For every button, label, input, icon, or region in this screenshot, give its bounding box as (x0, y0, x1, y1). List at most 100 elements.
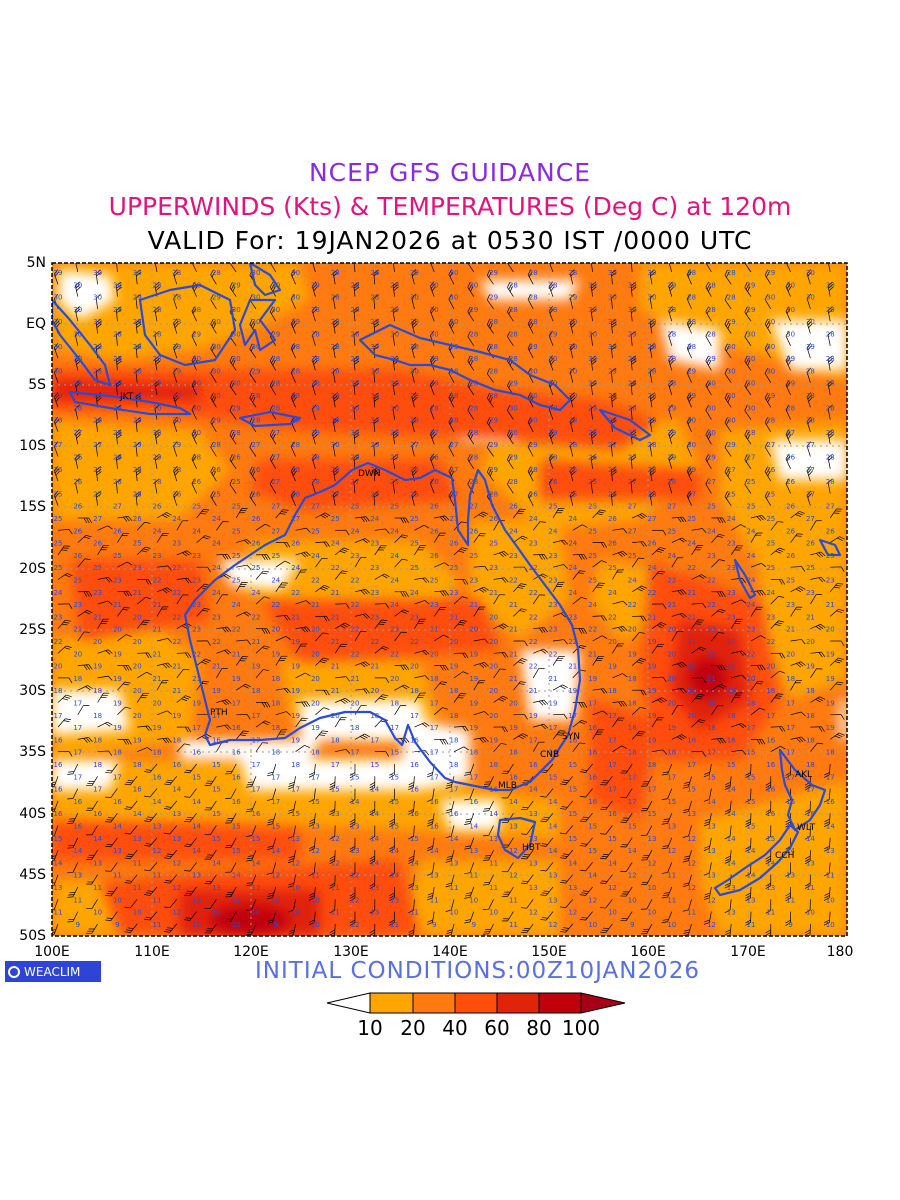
wind-barb (827, 330, 833, 346)
wind-barb (95, 294, 101, 309)
wind-barb (269, 306, 277, 322)
wind-barb (116, 331, 122, 346)
wind-barb (764, 318, 772, 334)
wind-barb (173, 293, 178, 310)
wind-barb (668, 281, 675, 297)
wind-barb (467, 380, 475, 396)
colorbar-bin (454, 992, 498, 1014)
wind-field-80-100 (210, 658, 726, 934)
wind-barb (210, 392, 217, 408)
wind-barb (806, 293, 812, 310)
wind-barb (269, 380, 277, 396)
wind-barb (229, 263, 237, 273)
wind-barb (724, 343, 732, 359)
wind-barb (249, 392, 257, 408)
wind-barb (764, 367, 772, 383)
wind-barb (527, 343, 534, 359)
wind-barb (744, 263, 752, 273)
wind-barb (764, 294, 772, 310)
wind-barb (229, 355, 237, 371)
wind-barb (135, 343, 142, 359)
colorbar-label: 40 (442, 1016, 468, 1040)
wind-barb (744, 331, 752, 346)
wind-barb (210, 343, 217, 359)
wind-barb (705, 281, 712, 297)
wind-barb (630, 331, 636, 346)
wind-barbs (52, 263, 845, 936)
wind-barb (154, 380, 160, 396)
wind-barb (53, 367, 59, 383)
wind-barb (290, 367, 296, 383)
wind-barb (630, 281, 637, 297)
colorbar-above-triangle (580, 992, 626, 1014)
wind-barb (548, 330, 554, 346)
wind-barb (527, 318, 534, 334)
wind-barb (332, 343, 339, 359)
wind-barb (806, 269, 812, 285)
wind-barb (649, 367, 655, 383)
wind-barb (668, 263, 673, 273)
wind-barb (630, 306, 637, 322)
wind-barb (191, 306, 197, 322)
wind-barb (686, 318, 693, 334)
wind-barb (353, 263, 356, 273)
wind-barb (311, 330, 317, 346)
wind-barb (353, 380, 360, 396)
wind-barb (353, 331, 359, 346)
wind-barb (611, 294, 617, 309)
wind-barb (744, 306, 752, 322)
wind-barb (373, 368, 379, 383)
wind-barb (686, 367, 692, 383)
wind-barb (373, 294, 379, 309)
wind-barb (269, 355, 277, 371)
wind-barb (290, 392, 297, 408)
wind-field-below-10 (52, 270, 847, 830)
colorbar-below-triangle (326, 992, 371, 1014)
wind-barb (392, 330, 398, 346)
wind-barb (75, 306, 81, 322)
wind-barb (411, 293, 417, 309)
wind-barb (53, 343, 60, 359)
wind-barb (827, 263, 831, 273)
wind-barb (590, 306, 597, 322)
wind-barb (486, 343, 494, 359)
wind-barb (507, 263, 514, 273)
wind-barb (486, 269, 494, 285)
wind-barb (486, 294, 494, 310)
wind-barb (630, 380, 637, 396)
wind-barb (744, 355, 752, 371)
wind-barb (467, 281, 475, 297)
wind-barb (668, 355, 675, 371)
wind-barb (611, 318, 617, 334)
colorbar-bin (496, 992, 540, 1014)
wind-barb (486, 368, 494, 383)
wind-barb (210, 294, 217, 310)
wind-barb (785, 306, 791, 322)
colorbar-label: 80 (526, 1016, 552, 1040)
wind-barb (649, 318, 656, 334)
wind-barb (173, 343, 179, 359)
wind-barb (116, 306, 122, 322)
wind-barb (569, 269, 576, 285)
wind-barb (705, 380, 712, 396)
wind-barb (411, 343, 417, 359)
wind-barb (548, 281, 555, 297)
wind-barb (668, 379, 674, 396)
wind-barb (705, 306, 712, 322)
wind-barb (116, 355, 122, 371)
wind-barb (448, 318, 455, 334)
title-guidance: NCEP GFS GUIDANCE (308, 158, 591, 187)
wind-barb (411, 318, 418, 334)
wind-barb (649, 269, 656, 285)
colorbar-label: 60 (484, 1016, 510, 1040)
wind-barb (332, 269, 339, 285)
wind-barb (827, 355, 834, 371)
wind-barb (686, 293, 692, 310)
wind-barb (649, 293, 655, 309)
wind-barb (785, 380, 791, 396)
wind-barb (173, 269, 179, 285)
wind-barb (548, 306, 554, 322)
wind-barb (785, 281, 792, 297)
wind-barb (569, 343, 576, 359)
wind-barb (210, 367, 217, 383)
